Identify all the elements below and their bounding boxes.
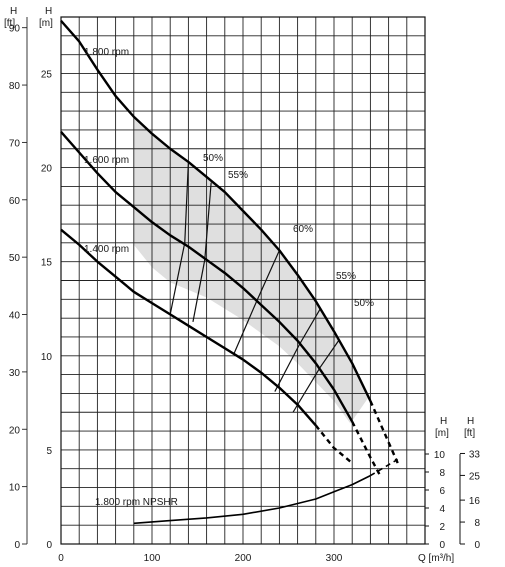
- curve-extension-npshr: [369, 458, 399, 477]
- npsh-ft-axis-title: H: [467, 416, 474, 427]
- curves: [60, 19, 399, 525]
- tick-label-ft: 20: [9, 425, 21, 436]
- tick-label-ft: 90: [9, 24, 21, 35]
- series-label-1600: 1.600 rpm: [84, 155, 129, 166]
- eff-label-50-right: 50%: [354, 298, 374, 309]
- npsh-ft-tick-label: 16: [469, 496, 481, 507]
- tick-label-ft: 0: [14, 540, 20, 551]
- m-axis-title: H: [45, 6, 52, 17]
- tick-label-ft: 10: [9, 483, 21, 494]
- npsh-ft-tick-label: 33: [469, 449, 481, 460]
- tick-label-x: 100: [144, 553, 161, 564]
- npsh-ft-tick-label: 8: [474, 518, 480, 529]
- tick-label-m: 20: [41, 164, 53, 175]
- ft-axis-title: H: [10, 6, 17, 17]
- npsh-m-axis-title: H: [440, 416, 447, 427]
- series-label-npshr: 1.800 rpm NPSHR: [95, 497, 178, 508]
- npsh-ft-tick-label: 0: [474, 540, 480, 551]
- operating-region-shape: [133, 116, 369, 424]
- npsh-m-axis-unit: [m]: [435, 428, 449, 439]
- npsh-axes: 0 2 4 6 8 10 0 8 16 25 33: [424, 449, 481, 551]
- npsh-m-tick-label: 4: [439, 504, 445, 515]
- tick-label-m: 5: [46, 446, 52, 457]
- eff-label-50-left: 50%: [203, 153, 223, 164]
- eff-label-55-right: 55%: [336, 271, 356, 282]
- series-label-1400: 1.400 rpm: [84, 244, 129, 255]
- curve-rpm-0: [60, 19, 372, 402]
- eff-label-60: 60%: [293, 224, 313, 235]
- tick-label-m: 0: [46, 540, 52, 551]
- tick-label-m: 10: [41, 352, 53, 363]
- npsh-m-tick-label: 0: [439, 540, 445, 551]
- efficiency-line: [169, 161, 189, 315]
- tick-label-ft: 60: [9, 196, 21, 207]
- npsh-m-tick-label: 8: [439, 468, 445, 479]
- tick-labels: 0 5 10 15 20 25 0 10 20 30 40 50 60 70 80 90 0 100 200 300: [9, 17, 343, 564]
- curve-extension-rpm-0: [369, 400, 399, 464]
- efficiency-line: [292, 340, 340, 413]
- tick-label-x: 300: [326, 553, 343, 564]
- tick-label-ft: 40: [9, 311, 21, 322]
- npsh-ft-axis-unit: [ft]: [464, 428, 475, 439]
- tick-label-m: 15: [41, 258, 53, 269]
- operating-region: [133, 116, 369, 424]
- x-axis-label: Q [m³/h]: [418, 553, 454, 564]
- eff-label-55-left: 55%: [228, 170, 248, 181]
- tick-label-m: 25: [41, 69, 53, 80]
- npsh-m-tick-label: 2: [439, 522, 445, 533]
- grid: [60, 16, 426, 545]
- tick-label-x: 200: [235, 553, 252, 564]
- curve-extension-rpm-1: [351, 421, 381, 475]
- ft-axis-unit: [ft]: [4, 18, 15, 29]
- tick-label-ft: 50: [9, 253, 21, 264]
- series-label-1800: 1.800 rpm: [84, 47, 129, 58]
- tick-label-x: 0: [58, 553, 64, 564]
- tick-label-ft: 30: [9, 368, 21, 379]
- tick-label-ft: 80: [9, 81, 21, 92]
- npsh-ft-tick-label: 25: [469, 471, 481, 482]
- tick-label-ft: 70: [9, 138, 21, 149]
- m-axis-unit: [m]: [39, 18, 53, 29]
- plot-frame: [60, 16, 426, 545]
- npsh-m-tick-label: 10: [434, 450, 446, 461]
- npsh-m-tick-label: 6: [439, 486, 445, 497]
